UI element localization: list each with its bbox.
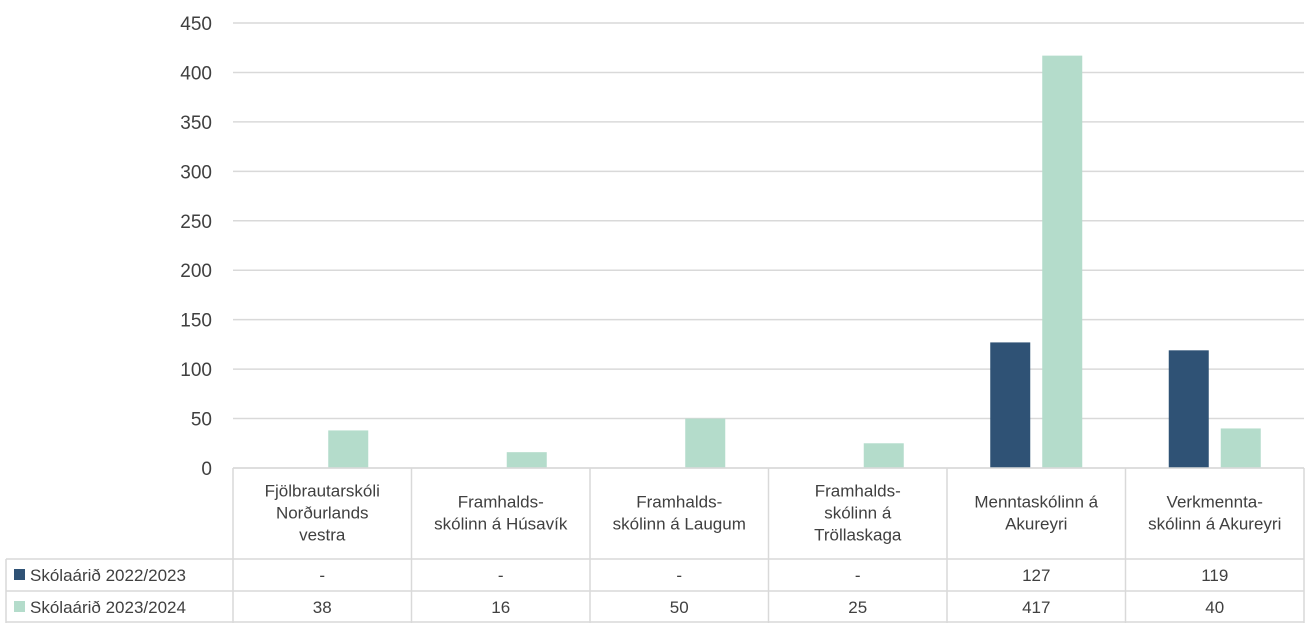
category-label: Framhalds-skólinn á Laugum bbox=[613, 493, 746, 534]
bar-2022-2023-5 bbox=[1168, 350, 1209, 468]
y-tick-label: 100 bbox=[180, 360, 212, 381]
category-label: Verkmennta-skólinn á Akureyri bbox=[1148, 493, 1281, 534]
y-tick-label: 200 bbox=[180, 261, 212, 282]
legend-swatch bbox=[14, 601, 25, 612]
data-label: 16 bbox=[491, 598, 510, 617]
data-table: Fjölbrautarskóli Norðurlands vestra Framhal… bbox=[5, 467, 1305, 623]
data-label: 417 bbox=[1022, 598, 1050, 617]
data-label: 38 bbox=[313, 598, 332, 617]
category-label: Framhalds-skólinn á Tröllaskaga bbox=[814, 482, 902, 545]
legend-label: Skólaárið 2023/2024 bbox=[30, 598, 186, 617]
y-tick-label: 350 bbox=[180, 113, 212, 134]
y-tick-label: 450 bbox=[180, 14, 212, 35]
bar-2023-2024-3 bbox=[863, 443, 904, 468]
y-tick-label: 250 bbox=[180, 212, 212, 233]
data-label: 119 bbox=[1201, 566, 1228, 585]
data-label: 40 bbox=[1205, 598, 1224, 617]
bar-2023-2024-1 bbox=[506, 452, 547, 468]
bar-2023-2024-0 bbox=[328, 430, 369, 468]
gridlines bbox=[233, 22, 1304, 469]
data-label: - bbox=[319, 566, 325, 585]
data-label: 127 bbox=[1022, 566, 1050, 585]
category-label: Fjölbrautarskóli Norðurlands vestra bbox=[265, 482, 380, 545]
category-label: Menntaskólinn á Akureyri bbox=[974, 493, 1098, 534]
y-tick-label: 50 bbox=[191, 410, 212, 431]
data-label: - bbox=[498, 566, 504, 585]
bar-2022-2023-4 bbox=[990, 342, 1031, 468]
bar-2023-2024-4 bbox=[1042, 55, 1083, 469]
category-label: Framhalds-skólinn á Húsavík bbox=[434, 493, 568, 534]
data-label: 25 bbox=[848, 598, 867, 617]
y-axis: 0 50 100 150 200 250 300 350 400 450 bbox=[180, 14, 212, 480]
data-label: 50 bbox=[670, 598, 689, 617]
y-tick-label: 400 bbox=[180, 63, 212, 84]
bar-2023-2024-2 bbox=[685, 418, 726, 468]
y-tick-label: 300 bbox=[180, 162, 212, 183]
y-tick-label: 0 bbox=[201, 459, 212, 480]
y-tick-label: 150 bbox=[180, 311, 212, 332]
data-label: - bbox=[855, 566, 861, 585]
data-label: - bbox=[676, 566, 682, 585]
legend-swatch bbox=[14, 569, 25, 580]
bar-2023-2024-5 bbox=[1220, 428, 1261, 468]
bars bbox=[328, 55, 1261, 469]
legend-label: Skólaárið 2022/2023 bbox=[30, 566, 186, 585]
